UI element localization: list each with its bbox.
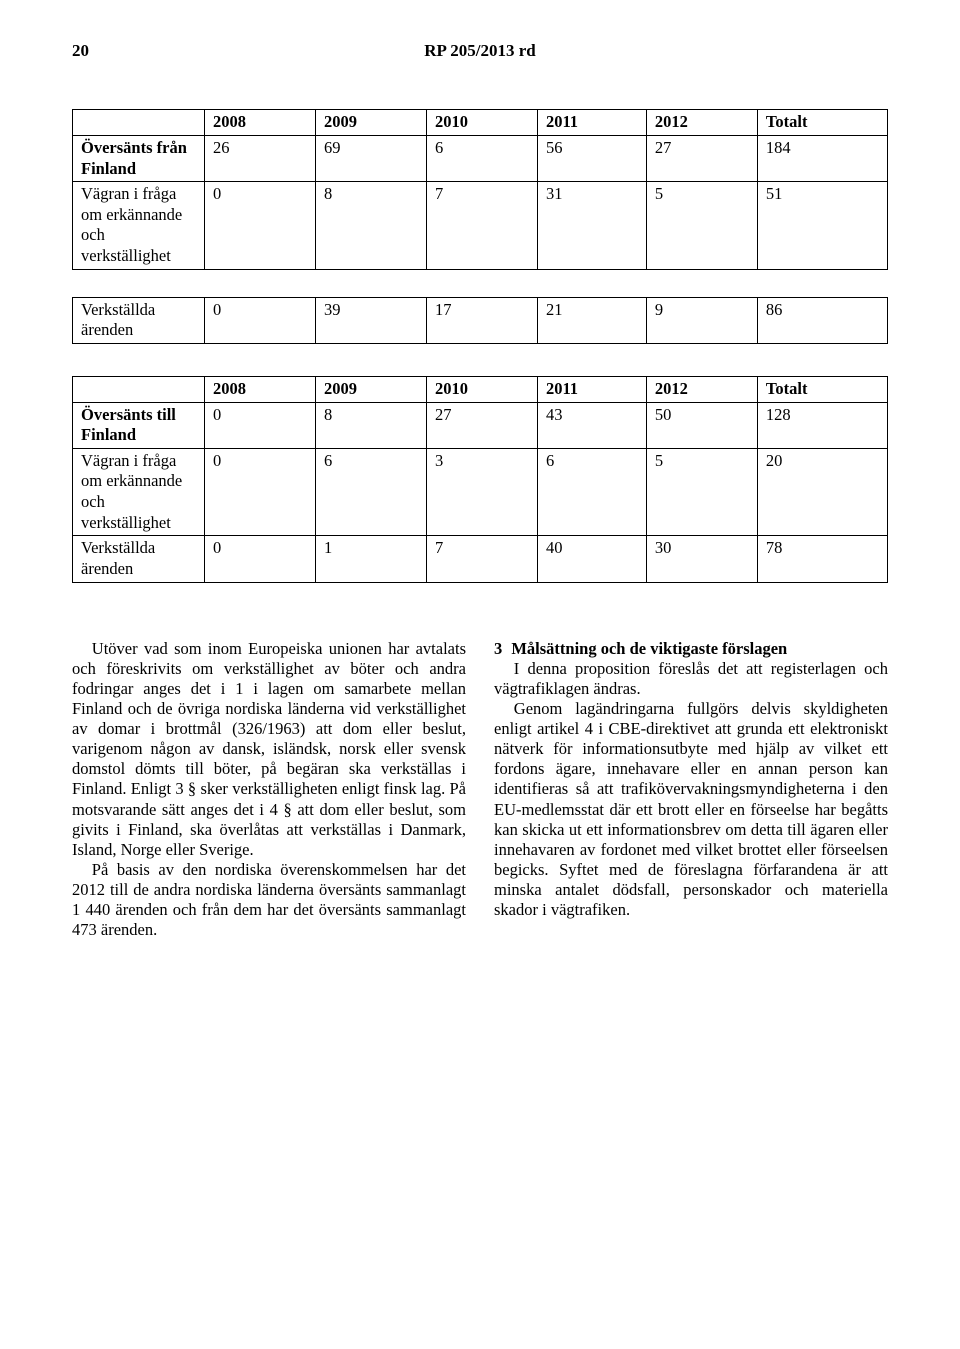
cell: 5 <box>646 448 757 536</box>
cell: 17 <box>426 297 537 343</box>
cell: 8 <box>315 182 426 270</box>
cell: 8 <box>315 402 426 448</box>
spacer-cell <box>757 269 887 297</box>
cell: 184 <box>757 135 887 181</box>
page-header: 20 RP 205/2013 rd 20 <box>72 40 888 61</box>
cell: 69 <box>315 135 426 181</box>
table-sent-from-finland: 2008 2009 2010 2011 2012 Totalt Översänt… <box>72 109 888 344</box>
row-label: Översänts till Finland <box>73 402 205 448</box>
col-2010: 2010 <box>426 376 537 402</box>
cell: 27 <box>646 135 757 181</box>
cell: 0 <box>205 402 316 448</box>
col-2012: 2012 <box>646 110 757 136</box>
cell: 27 <box>426 402 537 448</box>
cell: 30 <box>646 536 757 582</box>
cell: 128 <box>757 402 887 448</box>
table-row: Vägran i fråga om erkännande och verkstä… <box>73 448 888 536</box>
cell: 0 <box>205 297 316 343</box>
body-paragraph: I denna proposition föreslås det att reg… <box>494 659 888 699</box>
col-blank <box>73 110 205 136</box>
spacer-cell <box>73 269 205 297</box>
cell: 3 <box>426 448 537 536</box>
cell: 21 <box>537 297 646 343</box>
cell: 56 <box>537 135 646 181</box>
col-2008: 2008 <box>205 376 316 402</box>
body-paragraph: På basis av den nordiska överenskommelse… <box>72 860 466 941</box>
col-2010: 2010 <box>426 110 537 136</box>
col-2008: 2008 <box>205 110 316 136</box>
col-2011: 2011 <box>537 376 646 402</box>
cell: 86 <box>757 297 887 343</box>
col-2011: 2011 <box>537 110 646 136</box>
cell: 6 <box>426 135 537 181</box>
section-heading: 3 Målsättning och de viktigaste förslage… <box>494 639 888 659</box>
row-label: Vägran i fråga om erkännande och verkstä… <box>73 448 205 536</box>
col-2012: 2012 <box>646 376 757 402</box>
body-paragraph: Utöver vad som inom Europeiska unionen h… <box>72 639 466 860</box>
cell: 51 <box>757 182 887 270</box>
cell: 0 <box>205 448 316 536</box>
cell: 0 <box>205 182 316 270</box>
table-header-row: 2008 2009 2010 2011 2012 Totalt <box>73 110 888 136</box>
table-row: Verkställda ärenden017403078 <box>73 536 888 582</box>
cell: 43 <box>537 402 646 448</box>
spacer-cell <box>537 269 646 297</box>
cell: 20 <box>757 448 887 536</box>
table-row: Vägran i fråga om erkännande och verkstä… <box>73 182 888 270</box>
body-columns: Utöver vad som inom Europeiska unionen h… <box>72 639 888 941</box>
cell: 9 <box>646 297 757 343</box>
column-2: 3 Målsättning och de viktigaste förslage… <box>494 639 888 921</box>
col-total: Totalt <box>757 376 887 402</box>
table-header-row: 2008 2009 2010 2011 2012 Totalt <box>73 376 888 402</box>
spacer-cell <box>646 269 757 297</box>
col-blank <box>73 376 205 402</box>
page-number: 20 <box>72 40 89 61</box>
body-paragraph: Genom lagändringarna fullgörs delvis sky… <box>494 699 888 920</box>
spacer-cell <box>426 269 537 297</box>
cell: 40 <box>537 536 646 582</box>
col-2009: 2009 <box>315 376 426 402</box>
cell: 7 <box>426 182 537 270</box>
spacer-cell <box>315 269 426 297</box>
cell: 6 <box>537 448 646 536</box>
col-2009: 2009 <box>315 110 426 136</box>
table-row: Översänts till Finland08274350128 <box>73 402 888 448</box>
cell: 6 <box>315 448 426 536</box>
cell: 1 <box>315 536 426 582</box>
table-sent-to-finland: 2008 2009 2010 2011 2012 Totalt Översänt… <box>72 376 888 583</box>
section-title: Målsättning och de viktigaste förslagen <box>511 639 787 658</box>
row-label: Verkställda ärenden <box>73 297 205 343</box>
spacer-row <box>73 269 888 297</box>
cell: 39 <box>315 297 426 343</box>
cell: 7 <box>426 536 537 582</box>
cell: 26 <box>205 135 316 181</box>
table-row: Verkställda ärenden0391721986 <box>73 297 888 343</box>
row-label: Verkställda ärenden <box>73 536 205 582</box>
cell: 78 <box>757 536 887 582</box>
spacer-cell <box>205 269 316 297</box>
section-number: 3 <box>494 639 507 658</box>
row-label: Vägran i fråga om erkännande och verkstä… <box>73 182 205 270</box>
doc-reference: RP 205/2013 rd <box>424 40 535 61</box>
table-row: Översänts från Finland266965627184 <box>73 135 888 181</box>
cell: 5 <box>646 182 757 270</box>
col-total: Totalt <box>757 110 887 136</box>
cell: 50 <box>646 402 757 448</box>
row-label: Översänts från Finland <box>73 135 205 181</box>
cell: 0 <box>205 536 316 582</box>
cell: 31 <box>537 182 646 270</box>
